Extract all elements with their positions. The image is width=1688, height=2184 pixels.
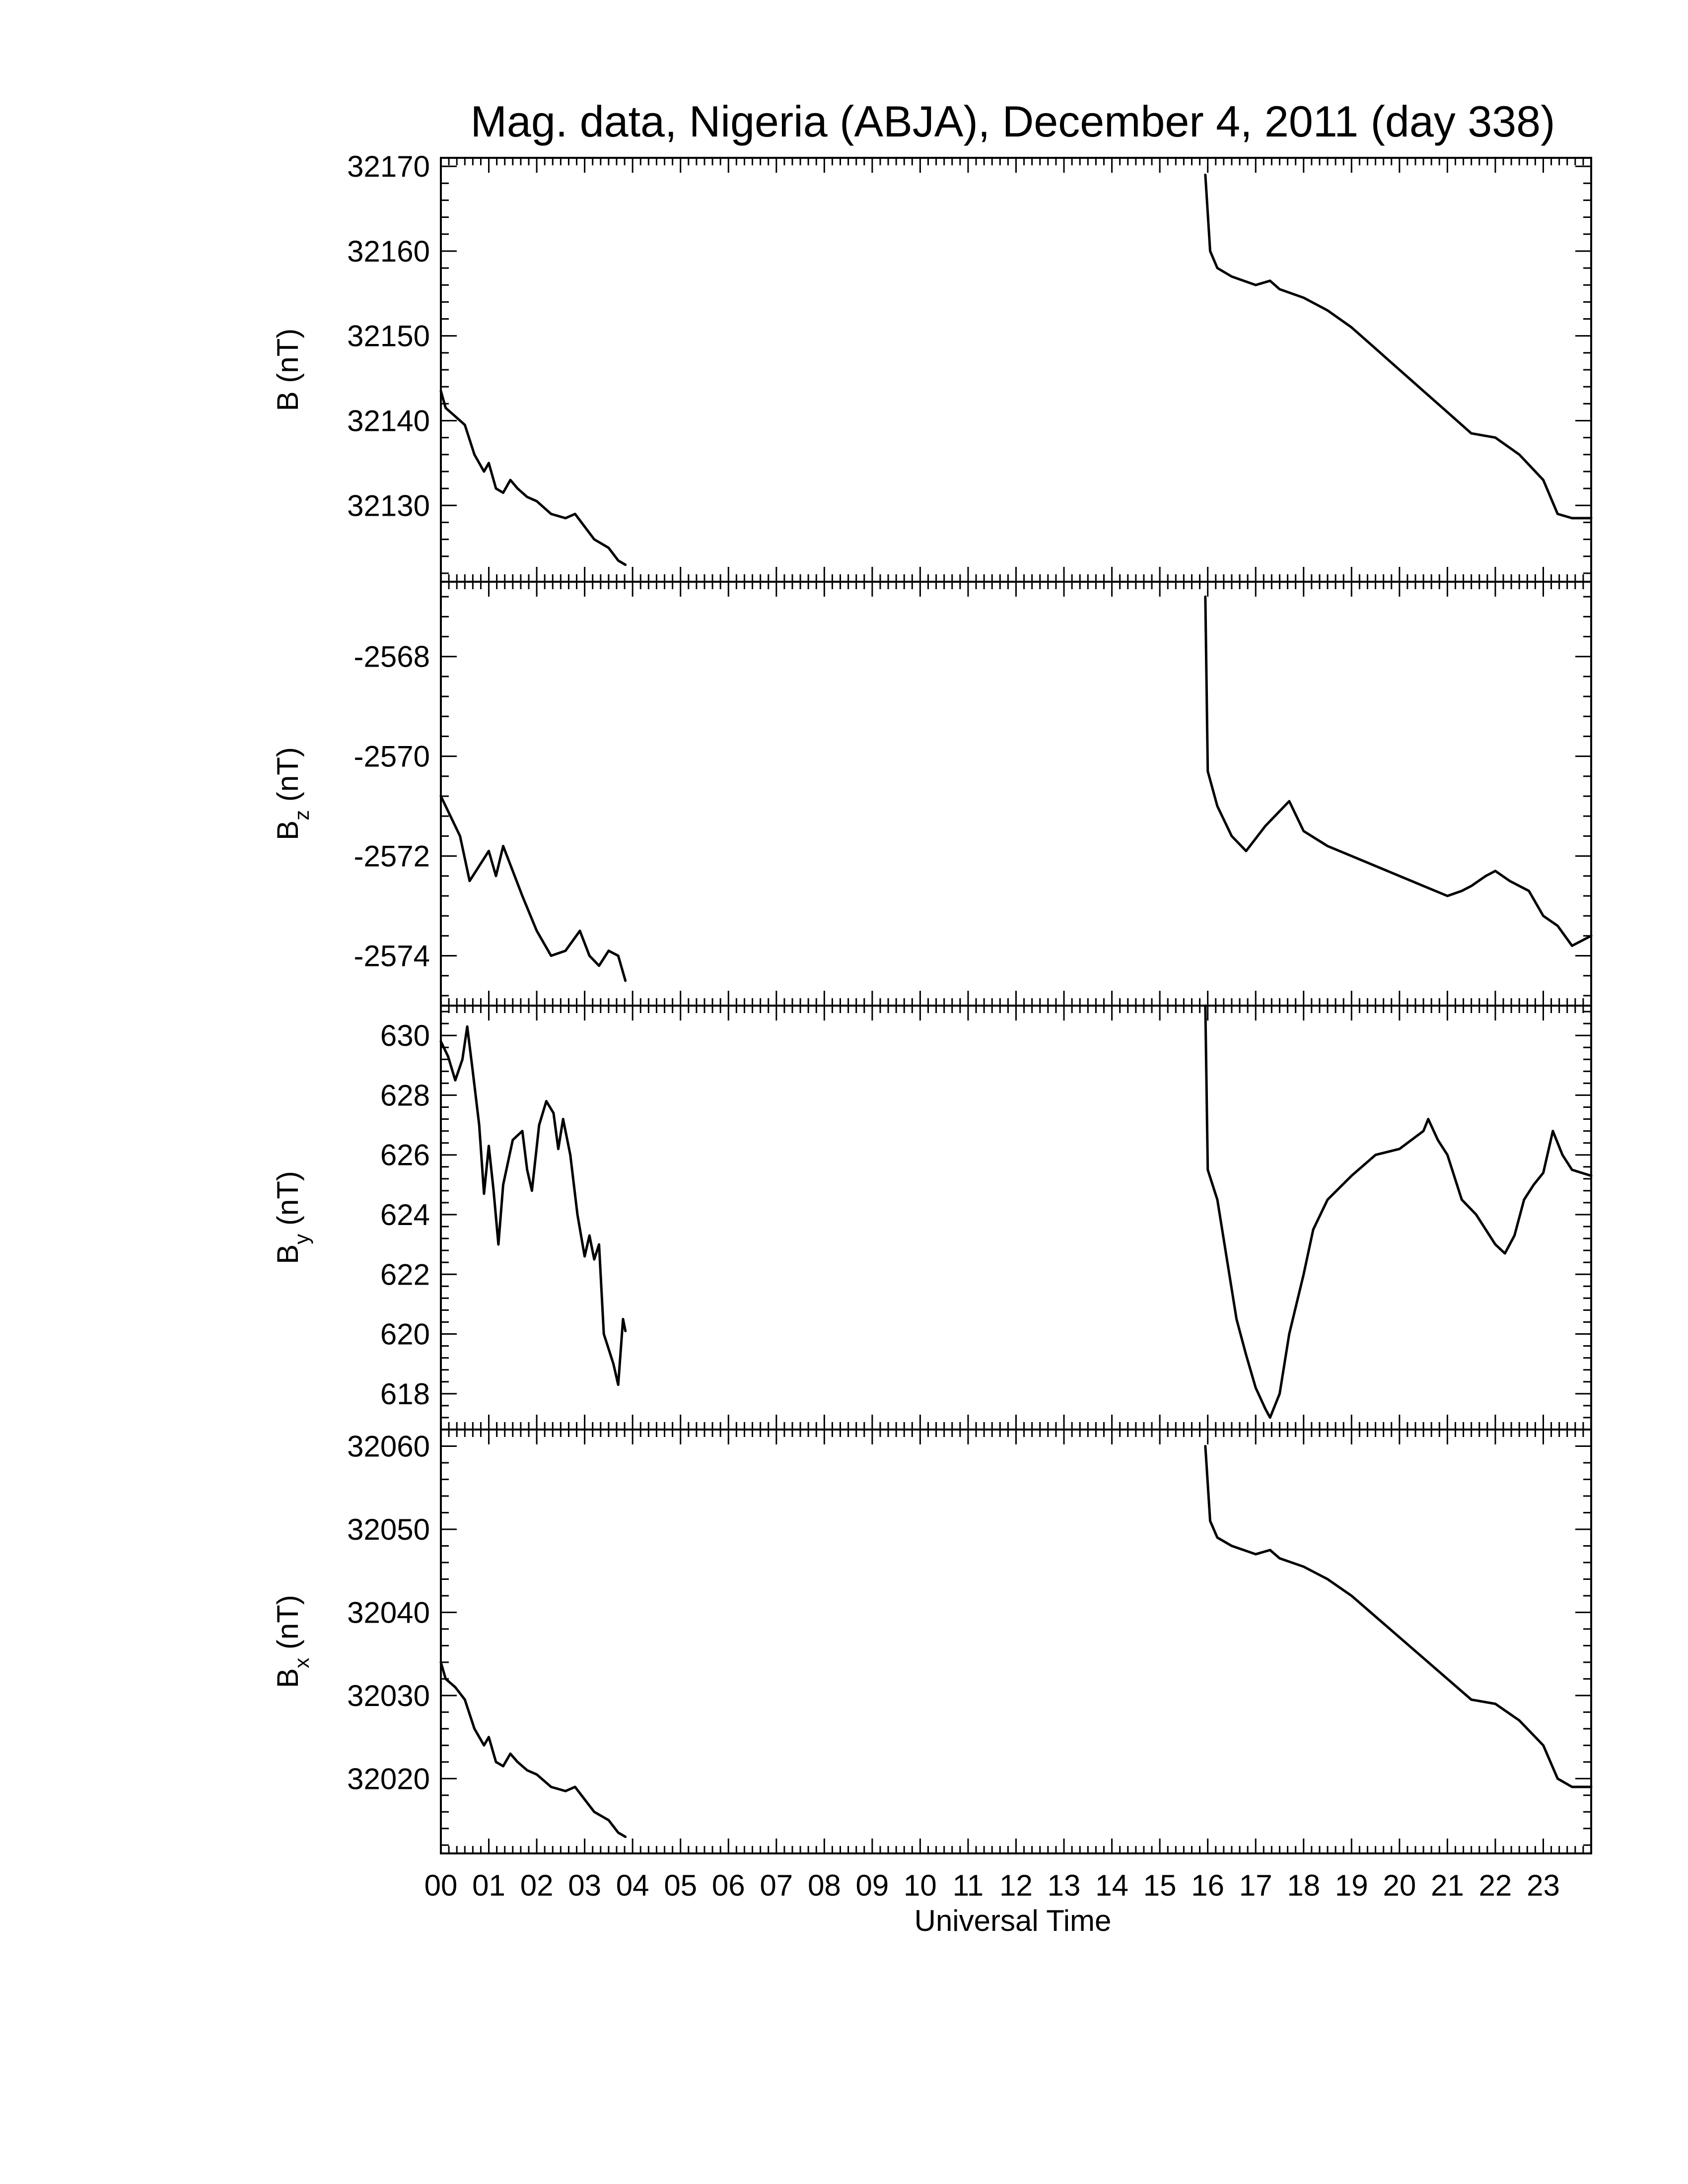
x-tick-label: 04 xyxy=(616,1869,649,1902)
y-tick-label: 624 xyxy=(380,1198,430,1231)
series-line-segment-2 xyxy=(1204,173,1593,520)
y-tick-label: 32020 xyxy=(347,1762,430,1795)
y-axis-label-subscript: y xyxy=(290,1234,313,1244)
series-line-segment-1 xyxy=(439,1025,627,1386)
y-axis-label-symbol: B xyxy=(271,820,304,840)
y-axis-label-unit: (nT) xyxy=(271,329,304,392)
x-tick-label: 01 xyxy=(472,1869,505,1902)
x-tick-label: 23 xyxy=(1527,1869,1560,1902)
x-tick-label: 12 xyxy=(999,1869,1033,1902)
series-line-segment-2 xyxy=(1204,595,1593,947)
x-tick-label: 05 xyxy=(664,1869,697,1902)
y-axis-label: Bx (nT) xyxy=(271,1595,313,1688)
series-line-segment-1 xyxy=(439,390,627,566)
y-tick-label: 32030 xyxy=(347,1679,430,1712)
y-tick-label: 628 xyxy=(380,1079,430,1112)
x-tick-label: 13 xyxy=(1048,1869,1081,1902)
x-tick-label: 00 xyxy=(424,1869,458,1902)
y-tick-label: 32060 xyxy=(347,1430,430,1463)
x-tick-label: 15 xyxy=(1143,1869,1177,1902)
x-tick-label: 09 xyxy=(856,1869,889,1902)
y-tick-label: 622 xyxy=(380,1258,430,1291)
y-axis-label-symbol: B xyxy=(271,391,304,411)
y-tick-label: -2568 xyxy=(354,640,430,674)
x-tick-label: 18 xyxy=(1287,1869,1320,1902)
x-tick-label: 19 xyxy=(1335,1869,1368,1902)
panel-4: 32020 32030 32040 32050 32060 Bx (nT) 00 01 02 03… xyxy=(271,1429,1593,1902)
chart-panels: 32130 32140 32150 32160 32170 B (nT) -2574 -257… xyxy=(271,150,1593,1902)
y-tick-label: 32160 xyxy=(347,235,430,268)
x-tick-label: 08 xyxy=(808,1869,841,1902)
x-tick-label: 16 xyxy=(1191,1869,1224,1902)
y-tick-label: 32050 xyxy=(347,1513,430,1546)
y-axis-label: By (nT) xyxy=(271,1171,313,1264)
x-tick-label: 10 xyxy=(904,1869,937,1902)
series-line-segment-1 xyxy=(439,1661,627,1838)
y-axis-label-unit: (nT) xyxy=(271,1171,304,1234)
y-tick-label: 32140 xyxy=(347,404,430,437)
y-axis-label-unit: (nT) xyxy=(271,747,304,810)
y-axis-label-subscript: z xyxy=(290,810,313,820)
y-axis-label-symbol: B xyxy=(271,1244,304,1264)
y-tick-label: 630 xyxy=(380,1019,430,1052)
y-axis-label: Bz (nT) xyxy=(271,747,313,840)
y-tick-label: 32150 xyxy=(347,320,430,353)
x-tick-label: 17 xyxy=(1239,1869,1272,1902)
series-line-segment-1 xyxy=(439,795,627,982)
y-axis-label-symbol: B xyxy=(271,1668,304,1688)
x-tick-label: 06 xyxy=(712,1869,745,1902)
x-tick-label: 02 xyxy=(520,1869,554,1902)
series-line-segment-2 xyxy=(1204,1445,1593,1788)
y-tick-label: 620 xyxy=(380,1318,430,1351)
x-tick-label: 14 xyxy=(1095,1869,1128,1902)
x-tick-label: 03 xyxy=(568,1869,601,1902)
y-tick-label: -2572 xyxy=(354,840,430,873)
x-tick-label: 21 xyxy=(1431,1869,1464,1902)
y-tick-label: 32040 xyxy=(347,1596,430,1629)
y-axis-label: B (nT) xyxy=(271,329,304,411)
chart-title: Mag. data, Nigeria (ABJA), December 4, 2… xyxy=(471,97,1555,146)
panel-1: 32130 32140 32150 32160 32170 B (nT) xyxy=(271,150,1593,583)
x-tick-label: 11 xyxy=(953,1869,984,1902)
x-tick-label: 22 xyxy=(1479,1869,1512,1902)
x-tick-label: 07 xyxy=(760,1869,793,1902)
series-line-segment-2 xyxy=(1204,1004,1593,1419)
y-tick-label: 32170 xyxy=(347,150,430,183)
y-axis-label-subscript: x xyxy=(290,1658,313,1668)
y-tick-label: 626 xyxy=(380,1139,430,1172)
y-axis-label-unit: (nT) xyxy=(271,1595,304,1658)
y-tick-label: 32130 xyxy=(347,489,430,522)
y-tick-label: -2574 xyxy=(354,940,430,973)
x-tick-label: 20 xyxy=(1383,1869,1416,1902)
y-tick-label: -2570 xyxy=(354,740,430,773)
x-axis-label: Universal Time xyxy=(914,1904,1112,1937)
y-tick-label: 618 xyxy=(380,1377,430,1411)
